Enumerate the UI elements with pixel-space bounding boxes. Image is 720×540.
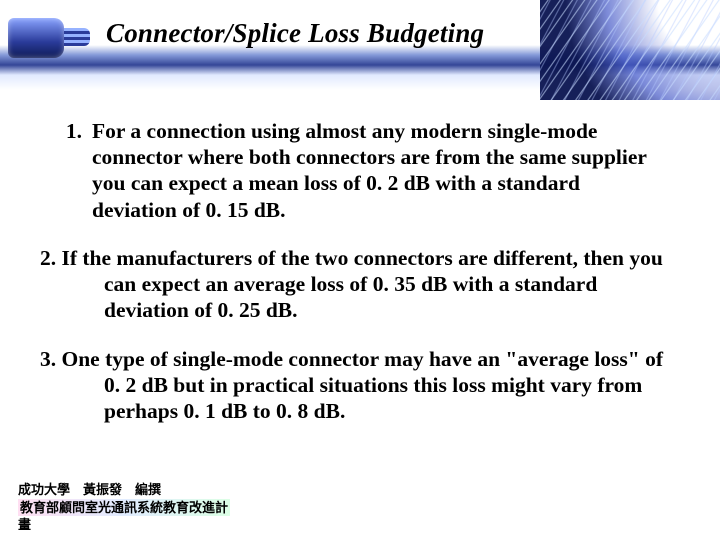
content-area: 1.For a connection using almost any mode… xyxy=(40,118,682,446)
page-title: Connector/Splice Loss Budgeting xyxy=(106,18,484,49)
list-item-1: 1.For a connection using almost any mode… xyxy=(40,118,682,223)
list-item-3: 3. One type of single-mode connector may… xyxy=(104,346,682,425)
header-cap-graphic xyxy=(8,18,64,58)
footer-credits: 成功大學 黃振發 編撰 教育部顧問室光通訊系統教育改進計 畫 xyxy=(18,481,230,534)
item-1-number: 1. xyxy=(40,118,82,144)
item-1-text: For a connection using almost any modern… xyxy=(82,118,664,223)
footer-line-1: 成功大學 黃振發 編撰 xyxy=(18,481,230,499)
footer-line-2: 教育部顧問室光通訊系統教育改進計 xyxy=(18,499,230,517)
footer-line-3: 畫 xyxy=(18,516,230,534)
list-item-2: 2. If the manufacturers of the two conne… xyxy=(104,245,682,324)
header-fiber-graphic xyxy=(540,0,720,100)
